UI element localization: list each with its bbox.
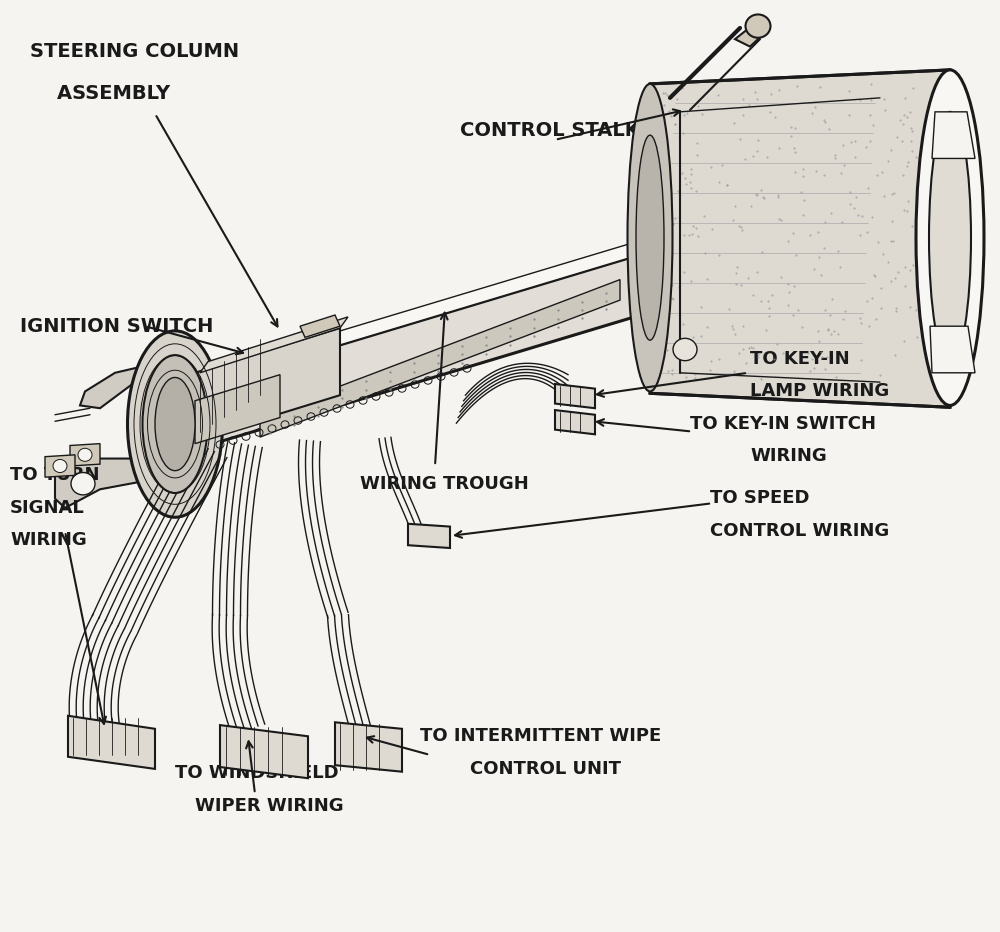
Polygon shape: [650, 70, 950, 407]
Ellipse shape: [746, 15, 770, 37]
Polygon shape: [335, 722, 402, 772]
Polygon shape: [68, 716, 155, 769]
Polygon shape: [55, 459, 175, 508]
Text: ASSEMBLY: ASSEMBLY: [30, 84, 170, 103]
Text: TO KEY-IN: TO KEY-IN: [750, 350, 850, 367]
Ellipse shape: [916, 70, 984, 405]
Text: TO WINDSHIELD: TO WINDSHIELD: [175, 764, 339, 782]
Ellipse shape: [143, 355, 208, 493]
Text: WIRING: WIRING: [750, 447, 827, 465]
Text: LAMP WIRING: LAMP WIRING: [750, 382, 889, 400]
Polygon shape: [170, 238, 650, 396]
Polygon shape: [195, 328, 340, 440]
Text: IGNITION SWITCH: IGNITION SWITCH: [20, 317, 213, 336]
Text: WIRING TROUGH: WIRING TROUGH: [360, 475, 529, 493]
Circle shape: [78, 448, 92, 461]
Polygon shape: [932, 112, 975, 158]
Text: CONTROL STALK: CONTROL STALK: [460, 121, 640, 140]
Polygon shape: [555, 410, 595, 434]
Text: WIPER WIRING: WIPER WIRING: [195, 797, 344, 815]
Polygon shape: [220, 725, 308, 778]
Circle shape: [53, 459, 67, 473]
Text: TO TURN: TO TURN: [10, 466, 100, 484]
Text: WIRING: WIRING: [10, 531, 87, 549]
Polygon shape: [70, 444, 100, 466]
Text: CONTROL WIRING: CONTROL WIRING: [710, 522, 889, 540]
Polygon shape: [200, 317, 348, 373]
Text: STEERING COLUMN: STEERING COLUMN: [30, 42, 239, 61]
Text: TO KEY-IN SWITCH: TO KEY-IN SWITCH: [690, 415, 876, 432]
Ellipse shape: [636, 135, 664, 340]
Text: TO SPEED: TO SPEED: [710, 489, 810, 507]
Polygon shape: [300, 315, 340, 337]
Text: TO INTERMITTENT WIPE: TO INTERMITTENT WIPE: [420, 727, 661, 745]
Circle shape: [71, 473, 95, 495]
Polygon shape: [408, 524, 450, 548]
Polygon shape: [170, 252, 650, 457]
Ellipse shape: [128, 331, 222, 517]
Polygon shape: [735, 23, 768, 47]
Polygon shape: [555, 384, 595, 408]
Polygon shape: [260, 280, 620, 437]
Polygon shape: [45, 455, 75, 477]
Text: SIGNAL: SIGNAL: [10, 499, 85, 516]
Ellipse shape: [155, 377, 195, 471]
Polygon shape: [930, 326, 975, 373]
Ellipse shape: [628, 84, 672, 391]
Ellipse shape: [929, 112, 971, 363]
Polygon shape: [80, 359, 175, 408]
Polygon shape: [195, 375, 280, 444]
Text: CONTROL UNIT: CONTROL UNIT: [470, 760, 621, 777]
Circle shape: [673, 338, 697, 361]
